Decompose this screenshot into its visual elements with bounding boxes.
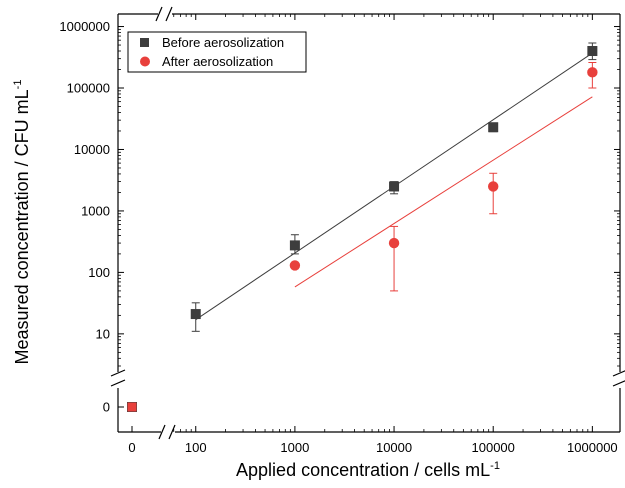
x-tick-label: 100000 (472, 440, 515, 455)
y-axis-title: Measured concentration / CFU mL-1 (12, 80, 32, 365)
x-axis: 100 1000 10000 100000 1000000 0 (128, 14, 618, 455)
y-axis-title-superscript: -1 (12, 80, 24, 90)
y-tick-label: 10 (96, 326, 110, 341)
x-axis-title: Applied concentration / cells mL-1 (236, 460, 500, 480)
y-tick-label: 1000000 (59, 19, 110, 34)
plot-frame (117, 13, 621, 433)
marker-after (488, 181, 499, 192)
axis-break-mark (165, 6, 173, 22)
y-zero-tick-label: 0 (103, 400, 110, 415)
y-tick-label: 100000 (67, 81, 110, 96)
axis-break-mark (155, 6, 163, 22)
axis-break-mark (110, 369, 126, 377)
marker-after (587, 67, 598, 78)
marker-before (488, 122, 499, 133)
y-tick-label: 10000 (74, 142, 110, 157)
data-markers (127, 46, 598, 412)
marker-after (289, 260, 301, 271)
marker-after-zero (127, 402, 137, 412)
fit-line-after (294, 96, 593, 288)
x-axis-title-text: Applied concentration / cells mL (236, 460, 490, 480)
marker-after (388, 237, 400, 249)
legend: Before aerosolization After aerosolizati… (127, 31, 307, 73)
legend-label-after: After aerosolization (162, 54, 273, 69)
y-tick-label: 1000 (81, 203, 110, 218)
axis-break-mark (110, 379, 126, 387)
error-bars (191, 42, 597, 332)
legend-box (127, 31, 307, 73)
marker-before (190, 309, 201, 320)
marker-before (389, 181, 400, 192)
x-tick-label: 1000 (280, 440, 309, 455)
legend-marker-before (140, 38, 149, 47)
marker-before (587, 46, 598, 57)
x-tick-label: 10000 (376, 440, 412, 455)
x-tick-label: 100 (185, 440, 207, 455)
legend-marker-after (140, 56, 150, 67)
y-tick-label: 100 (88, 265, 110, 280)
axis-break-mark (612, 380, 625, 387)
y-axis: 10 100 1000 10000 100000 1000000 0 (59, 19, 620, 415)
x-zero-tick-label: 0 (128, 440, 135, 455)
axis-break-mark (168, 424, 176, 440)
marker-before (289, 240, 300, 251)
y-axis-title-text: Measured concentration / CFU mL (12, 89, 32, 364)
legend-label-before: Before aerosolization (162, 35, 284, 50)
axis-break-mark (158, 424, 166, 440)
x-tick-label: 1000000 (567, 440, 618, 455)
x-axis-title-superscript: -1 (490, 460, 500, 472)
axis-break-mark (612, 370, 625, 377)
